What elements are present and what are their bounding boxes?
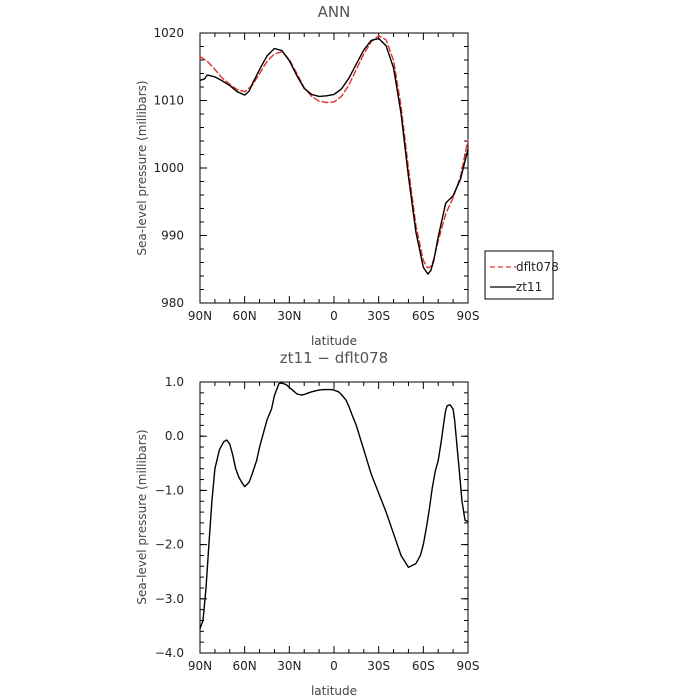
y-tick-label: 1010 — [153, 94, 184, 108]
x-tick-label: 0 — [330, 659, 338, 673]
legend-label-dflt078: dflt078 — [516, 260, 559, 274]
y-tick-label: −1.0 — [155, 483, 184, 497]
y-tick-label: −2.0 — [155, 538, 184, 552]
legend-box — [484, 250, 554, 300]
y-tick-label: 980 — [161, 296, 184, 310]
y-tick-label: 990 — [161, 229, 184, 243]
y-tick-label: 1.0 — [165, 375, 184, 389]
bottom-y-axis-label: Sea-level pressure (millibars) — [135, 429, 149, 604]
series-line-zt11 — [199, 37, 469, 275]
top-chart-title: ANN — [318, 3, 351, 21]
x-tick-label: 30N — [277, 309, 301, 323]
x-tick-label: 90S — [457, 659, 480, 673]
top-panel: ANN 90N 60N 30N 0 30S 60S 90S 980 990 1000 1010 102… — [135, 3, 559, 348]
series-line-panel1-series0 — [199, 382, 469, 630]
x-tick-label: 0 — [330, 309, 338, 323]
x-tick-label: 60S — [412, 309, 435, 323]
top-axes: 90N 60N 30N 0 30S 60S 90S 980 990 1000 1010 1020 — [153, 26, 479, 323]
x-tick-label: 90N — [188, 659, 212, 673]
series-line-dflt078 — [199, 35, 469, 269]
bottom-x-axis-label: latitude — [311, 684, 357, 698]
top-x-axis-label: latitude — [311, 334, 357, 348]
x-tick-label: 30S — [367, 309, 390, 323]
bottom-axes: 90N 60N 30N 0 30S 60S 90S −4.0 −3.0 −2.0 −1.0 0.0 1.… — [155, 375, 480, 673]
top-y-axis-label: Sea-level pressure (millibars) — [135, 80, 149, 255]
x-tick-label: 30S — [367, 659, 390, 673]
bottom-panel: zt11 − dflt078 90N 60N 30N 0 30S 60S 90S −4.0 −3… — [135, 349, 479, 698]
bottom-series — [199, 382, 469, 630]
y-tick-label: −3.0 — [155, 592, 184, 606]
x-tick-label: 60N — [233, 309, 257, 323]
x-tick-label: 90N — [188, 309, 212, 323]
bottom-chart-title: zt11 − dflt078 — [280, 349, 388, 367]
x-tick-label: 60S — [412, 659, 435, 673]
x-tick-label: 90S — [457, 309, 480, 323]
legend-label-zt11: zt11 — [516, 280, 542, 294]
x-tick-label: 30N — [277, 659, 301, 673]
top-series — [199, 35, 469, 275]
y-tick-label: 0.0 — [165, 429, 184, 443]
y-tick-label: 1000 — [153, 161, 184, 175]
x-tick-label: 60N — [233, 659, 257, 673]
y-tick-label: −4.0 — [155, 646, 184, 660]
y-tick-label: 1020 — [153, 26, 184, 40]
top-legend: dflt078 zt11 — [484, 250, 559, 300]
plot-frame — [199, 32, 469, 304]
